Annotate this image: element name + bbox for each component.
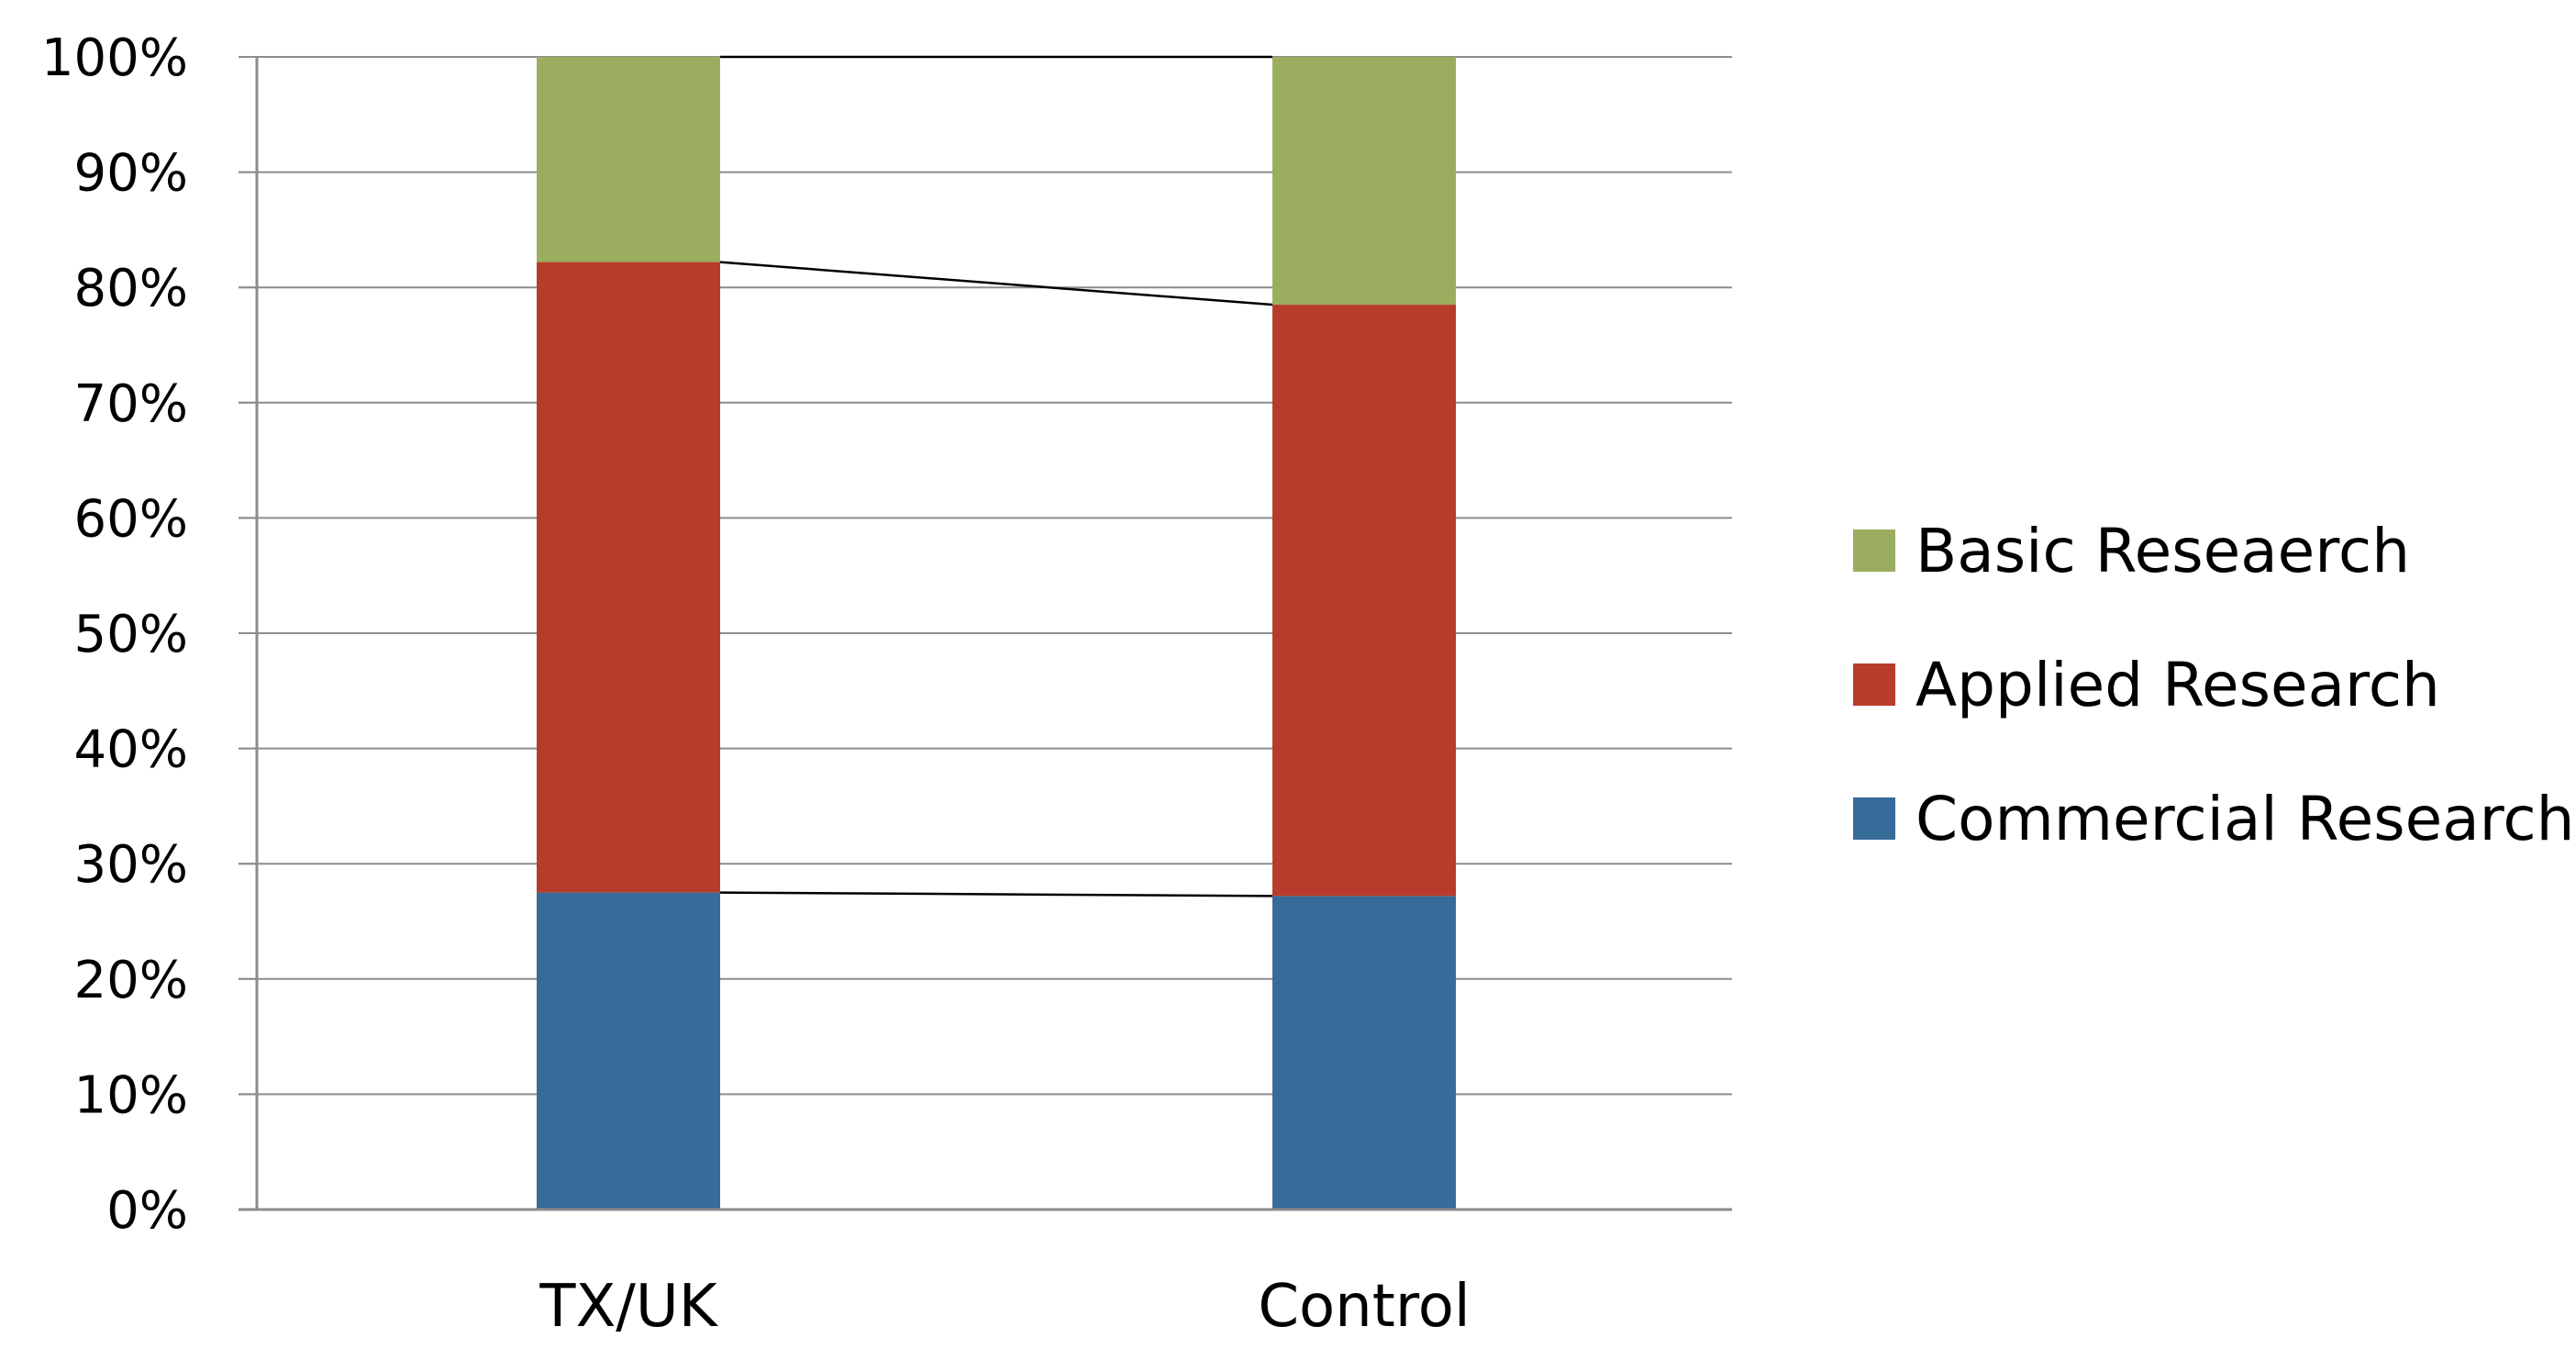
y-tick-label: 10%: [74, 1065, 188, 1125]
y-tick-label: 30%: [74, 835, 188, 895]
bar-segment: [1272, 896, 1456, 1210]
y-tick-label: 80%: [74, 259, 188, 318]
y-tick-label: 70%: [74, 374, 188, 434]
y-tick-label: 0%: [106, 1181, 188, 1241]
bar-segment: [1272, 57, 1456, 306]
series-lines: [719, 55, 1273, 897]
series-line: [719, 261, 1273, 307]
legend-label: Commercial Research: [1915, 784, 2574, 854]
legend-label: Basic Reseaerch: [1915, 516, 2410, 586]
y-axis-tick-labels: 0% 10% 20% 30% 40% 50% 60% 70% 80% 90% 100%: [41, 28, 188, 1241]
x-category-label: Control: [1258, 1273, 1470, 1341]
gridlines: [239, 56, 1732, 1096]
legend: Basic Reseaerch Applied Research Commercia…: [1853, 516, 2574, 854]
y-tick-label: 20%: [74, 951, 188, 1010]
y-tick-label: 40%: [74, 720, 188, 780]
legend-swatch: [1853, 530, 1895, 572]
legend-swatch: [1853, 663, 1895, 706]
x-category-label: TX/UK: [539, 1273, 718, 1341]
axes: [239, 56, 1732, 1211]
y-tick-label: 90%: [74, 144, 188, 204]
legend-swatch: [1853, 797, 1895, 840]
y-tick-label: 100%: [41, 28, 188, 88]
bar-segment: [537, 57, 720, 262]
bars: [537, 57, 1456, 1210]
series-line: [719, 891, 1273, 897]
bar-segment: [1272, 305, 1456, 897]
x-axis-category-labels: TX/UK Control: [539, 1273, 1470, 1341]
bar-segment: [537, 262, 720, 893]
y-tick-label: 50%: [74, 605, 188, 664]
y-tick-label: 60%: [74, 489, 188, 549]
legend-label: Applied Research: [1915, 650, 2440, 720]
bar-segment: [537, 892, 720, 1210]
